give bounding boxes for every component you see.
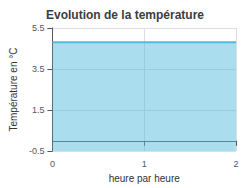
svg-text:-0.5: -0.5 [29,146,45,156]
svg-text:Evolution de la température: Evolution de la température [46,8,204,22]
svg-text:2: 2 [233,159,238,169]
svg-text:0: 0 [50,159,55,169]
svg-text:heure par heure: heure par heure [109,173,181,184]
svg-text:1: 1 [142,159,147,169]
svg-text:5.5: 5.5 [32,23,45,33]
svg-text:1.5: 1.5 [32,105,45,115]
svg-text:3.5: 3.5 [32,64,45,74]
svg-text:Température en °C: Température en °C [8,48,19,132]
